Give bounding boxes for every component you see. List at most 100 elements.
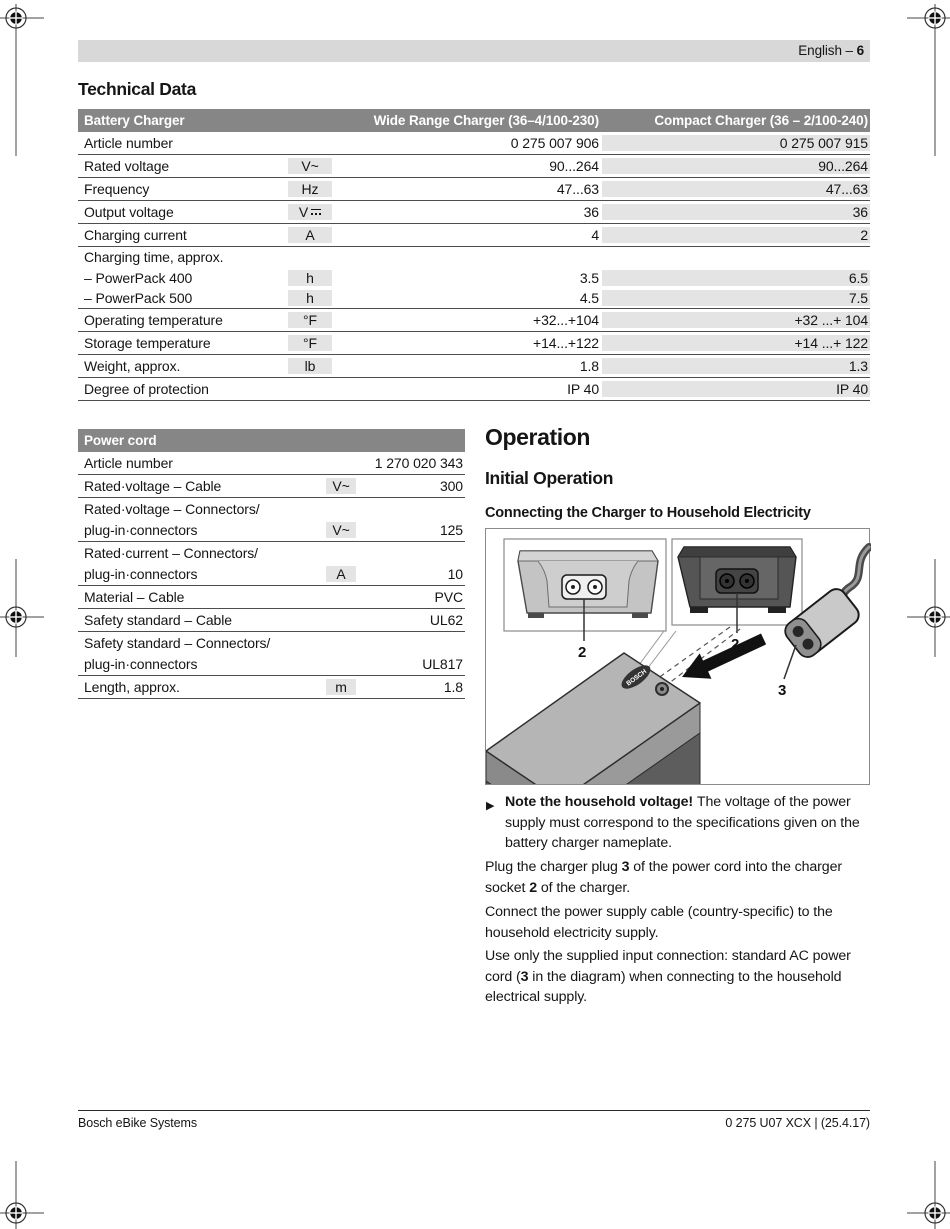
- paragraph-plug: Plug the charger plug 3 of the power cor…: [485, 859, 843, 896]
- table-row-line: plug-in·connectors A 10: [78, 564, 465, 586]
- leader-line: [643, 630, 677, 674]
- table-row-line: plug-in·connectors UL817: [78, 654, 465, 676]
- table-cell: Operating temperature: [84, 312, 223, 329]
- power-cord-plug: [784, 543, 873, 658]
- table-cell: UL817: [422, 656, 463, 673]
- table-row-line: Frequency Hz 47...63 47...63: [78, 178, 870, 200]
- table-cell: Length, approx.: [84, 679, 180, 695]
- table-cell: °F: [288, 335, 332, 352]
- leader-line: [635, 630, 665, 670]
- table-cell: 3.5: [579, 269, 599, 286]
- table-cell: Charging current: [84, 227, 187, 243]
- table-cell: 2: [602, 227, 870, 243]
- table-cell: Article number: [84, 135, 173, 151]
- table-cell: V~: [326, 478, 356, 494]
- table-row: Safety standard – Connectors/plug-in·con…: [78, 632, 465, 676]
- table-cell: PVC: [434, 589, 464, 605]
- table-row: Output voltage V 36 36: [78, 201, 870, 224]
- table-cell: 90...264: [602, 158, 870, 174]
- header-language: English –: [798, 43, 857, 58]
- table-row-line: Storage temperature °F +14...+122 +14 ...+ …: [78, 332, 870, 354]
- registration-mark-icon: [907, 4, 950, 156]
- table-cell: – PowerPack 500: [84, 289, 193, 306]
- insert-direction-arrow: [682, 633, 767, 679]
- table-row: Length, approx. m 1.8: [78, 676, 465, 699]
- table-cell: lb: [288, 358, 332, 375]
- table-cell: Frequency: [84, 181, 150, 197]
- figure-label-socket-left: 2: [578, 644, 586, 661]
- table-cell: +32...+104: [533, 312, 599, 329]
- table-cell: 1.3: [602, 358, 870, 375]
- charger-connection-figure: 2 2: [485, 528, 873, 890]
- leader-line: [783, 644, 797, 680]
- table-row-line: Weight, approx. lb 1.8 1.3: [78, 355, 870, 377]
- battery-charger-table: Battery Charger Wide Range Charger (36–4…: [78, 109, 870, 402]
- page-header-band: English – 6: [78, 40, 870, 62]
- table-cell: 7.5: [602, 289, 870, 306]
- figure-label-socket-right: 2: [731, 636, 739, 653]
- table-row: Article number 1 270 020 343: [78, 452, 465, 475]
- triangle-bullet-icon: ▶: [486, 800, 495, 812]
- table-row-line: Rated·voltage – Connectors/: [78, 498, 465, 520]
- paragraph-use-only: Use only the supplied input connection: …: [485, 948, 851, 1006]
- registration-mark-icon: [0, 1161, 44, 1229]
- table-cell: °F: [288, 312, 332, 329]
- battery-table-body: Article number 0 275 007 906 0 275 007 915…: [78, 132, 870, 402]
- charger-figure-drawing: 2 2: [485, 538, 873, 890]
- table-cell: +14 ...+ 122: [602, 335, 870, 352]
- paragraph-connect: Connect the power supply cable (country-…: [485, 904, 833, 941]
- table-cell: 125: [439, 522, 463, 539]
- table-row-line: Rated·current – Connectors/: [78, 542, 465, 564]
- table-cell: plug-in·connectors: [84, 566, 198, 583]
- table-row: Charging time, approx. – PowerPack 400 h 3.…: [78, 247, 870, 310]
- table-row: Degree of protection IP 40 IP 40: [78, 378, 870, 402]
- table-cell: Safety standard – Connectors/: [84, 634, 271, 651]
- table-row: Charging current A 4 2: [78, 224, 870, 247]
- table-row-line: Charging time, approx.: [78, 247, 870, 267]
- table-cell: Rated·current – Connectors/: [84, 544, 258, 561]
- table-cell: Weight, approx.: [84, 358, 181, 375]
- table-row-line: – PowerPack 400 h 3.5 6.5: [78, 267, 870, 287]
- table-cell: Storage temperature: [84, 335, 211, 352]
- inset-box-left: [503, 538, 667, 632]
- table-cell: plug-in·connectors: [84, 522, 198, 539]
- table-cell: A: [326, 566, 356, 583]
- table-row: Rated·voltage – Cable V~ 300: [78, 475, 465, 498]
- table-row-line: Operating temperature °F +32...+104 +32 ...…: [78, 309, 870, 331]
- table-cell: h: [288, 289, 332, 306]
- charger-rear-light: [517, 550, 659, 618]
- table-cell: 47...63: [602, 181, 870, 197]
- table-row: Rated·current – Connectors/plug-in·conne…: [78, 542, 465, 586]
- table-cell: h: [288, 269, 332, 286]
- power-cord-table-body: Article number 1 270 020 343 Rated·voltage…: [78, 452, 465, 699]
- table-cell: 10: [447, 566, 463, 583]
- table-row-line: plug-in·connectors V~ 125: [78, 520, 465, 542]
- column-header: Compact Charger (36 – 2/100-240): [654, 113, 868, 128]
- table-row-line: – PowerPack 500 h 4.5 7.5: [78, 288, 870, 308]
- registration-mark-icon: [0, 559, 44, 657]
- table-row: Safety standard – Cable UL62: [78, 609, 465, 632]
- column-header: Power cord: [84, 433, 157, 448]
- table-cell: V~: [288, 158, 332, 174]
- note-paragraph: ▶ Note the household voltage! The voltag…: [485, 792, 870, 854]
- table-cell: V~: [326, 522, 356, 539]
- table-cell: Degree of protection: [84, 381, 209, 398]
- table-row: Article number 0 275 007 906 0 275 007 915: [78, 132, 870, 155]
- table-cell: Rated voltage: [84, 158, 170, 174]
- table-cell: Rated·voltage – Cable: [84, 478, 222, 494]
- column-header: Battery Charger: [84, 113, 185, 128]
- initial-operation-title: Initial Operation: [485, 468, 614, 488]
- operation-title: Operation: [485, 424, 591, 450]
- table-row-line: Rated voltage V~ 90...264 90...264: [78, 155, 870, 177]
- table-row-line: Length, approx. m 1.8: [78, 676, 465, 698]
- footer-document-code: 0 275 U07 XCX | (25.4.17): [725, 1116, 870, 1130]
- technical-data-title: Technical Data: [78, 79, 197, 99]
- table-cell: A: [288, 227, 332, 243]
- dc-voltage-symbol: [311, 209, 322, 218]
- table-cell: 90...264: [549, 158, 599, 174]
- charger-body: BOSCH: [485, 652, 701, 890]
- table-row-line: Rated·voltage – Cable V~ 300: [78, 475, 465, 497]
- table-row-line: Degree of protection IP 40 IP 40: [78, 378, 870, 400]
- table-cell: +32 ...+ 104: [602, 312, 870, 329]
